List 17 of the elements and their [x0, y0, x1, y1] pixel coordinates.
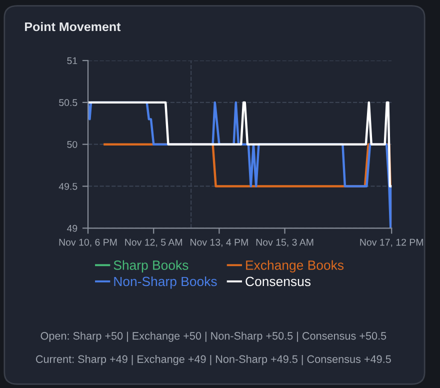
y-tick-label: 50.5 — [59, 99, 78, 106]
y-tick-label: 49 — [66, 224, 78, 232]
x-tick-label: Nov 10, 6 PM — [59, 238, 117, 247]
legend-label: Consensus — [246, 276, 311, 286]
legend-label: Non-Sharp Books — [114, 276, 217, 289]
x-tick-label: Nov 12, 5 AM — [125, 238, 182, 247]
legend-label: Exchange Books — [246, 260, 344, 272]
y-tick-label: 50 — [67, 141, 78, 148]
chart-title: Point Movement — [25, 22, 121, 32]
y-tick-label: 49.5 — [58, 182, 78, 190]
text: Current: Sharp +49 | Exchange +49 | Non-Sharp +49.5 | Consensus +49.5 — [36, 355, 391, 366]
x-tick-label: Nov 17, 12 PM — [360, 238, 423, 247]
text: Open: Sharp +50 | Exchange +50 | Non-Sharp +50.5 | Consensus +50.5 — [40, 332, 386, 342]
x-tick-label: Nov 15, 3 AM — [256, 238, 314, 247]
legend-label: Sharp Books — [114, 260, 188, 272]
y-tick-label: 51 — [67, 57, 78, 64]
x-tick-label: Nov 13, 4 PM — [190, 238, 248, 247]
